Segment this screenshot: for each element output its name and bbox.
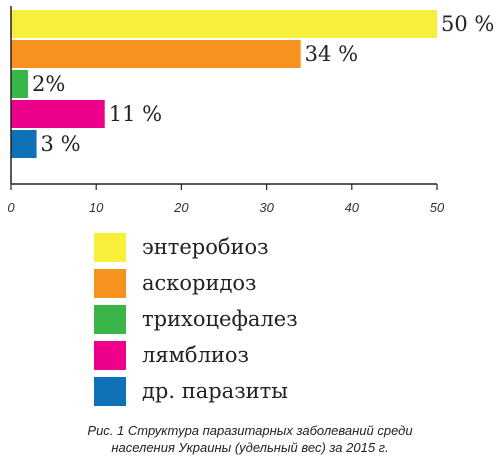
x-tick-label-5: 50	[430, 200, 445, 215]
bar-value-label-0: 50 %	[441, 12, 494, 36]
bar-value-label-1: 34 %	[305, 42, 358, 66]
x-tick-label-1: 10	[89, 200, 104, 215]
bar-chart: 50 % 34 % 2% 11 % 3 % 0 10 20 30 40 50	[7, 6, 494, 215]
bar-2	[11, 70, 29, 98]
caption-line-2: населения Украины (удельный вес) за 2015…	[111, 440, 389, 455]
legend-swatch	[94, 233, 126, 262]
bars: 50 % 34 % 2% 11 % 3 %	[11, 10, 494, 158]
legend-swatch	[94, 377, 126, 406]
bar-value-label-4: 3 %	[41, 132, 81, 156]
bar-0	[11, 10, 437, 38]
figure-caption: Рис. 1 Структура паразитарных заболевани…	[0, 422, 500, 456]
bar-4	[11, 130, 37, 158]
legend-label: трихоцефалез	[142, 307, 298, 331]
legend-label: аскоридоз	[142, 271, 257, 295]
legend-swatch	[94, 269, 126, 298]
bar-value-label-3: 11 %	[109, 102, 162, 126]
legend-label: лямблиоз	[142, 343, 249, 367]
x-tick-label-4: 40	[345, 200, 360, 215]
x-tick-label-3: 30	[259, 200, 274, 215]
legend-swatch	[94, 341, 126, 370]
legend-label: др. паразиты	[142, 379, 288, 403]
bar-value-label-2: 2%	[32, 72, 65, 96]
x-axis-ticks: 0 10 20 30 40 50	[7, 184, 445, 215]
x-tick-label-2: 20	[173, 200, 189, 215]
bar-1	[11, 40, 301, 68]
caption-line-1: Рис. 1 Структура паразитарных заболевани…	[87, 423, 413, 438]
x-tick-label-0: 0	[7, 200, 15, 215]
legend-label: энтеробиоз	[142, 235, 269, 259]
legend-swatch	[94, 305, 126, 334]
bar-3	[11, 100, 105, 128]
